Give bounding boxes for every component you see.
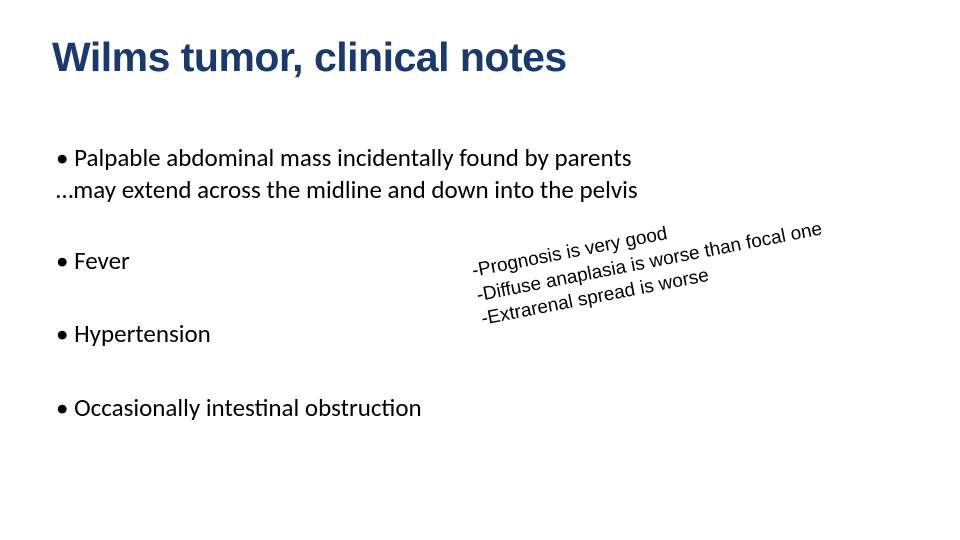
slide: Wilms tumor, clinical notes • Palpable a… [0, 0, 960, 540]
bullet-2: • Fever [56, 245, 130, 276]
bullet-1: • Palpable abdominal mass incidentally f… [56, 142, 632, 173]
bullet-3: • Hypertension [56, 318, 211, 349]
slide-title: Wilms tumor, clinical notes [52, 34, 567, 81]
bullet-1-continuation: …may extend across the midline and down … [56, 174, 638, 205]
bullet-4: • Occasionally intestinal obstruction [56, 392, 422, 423]
